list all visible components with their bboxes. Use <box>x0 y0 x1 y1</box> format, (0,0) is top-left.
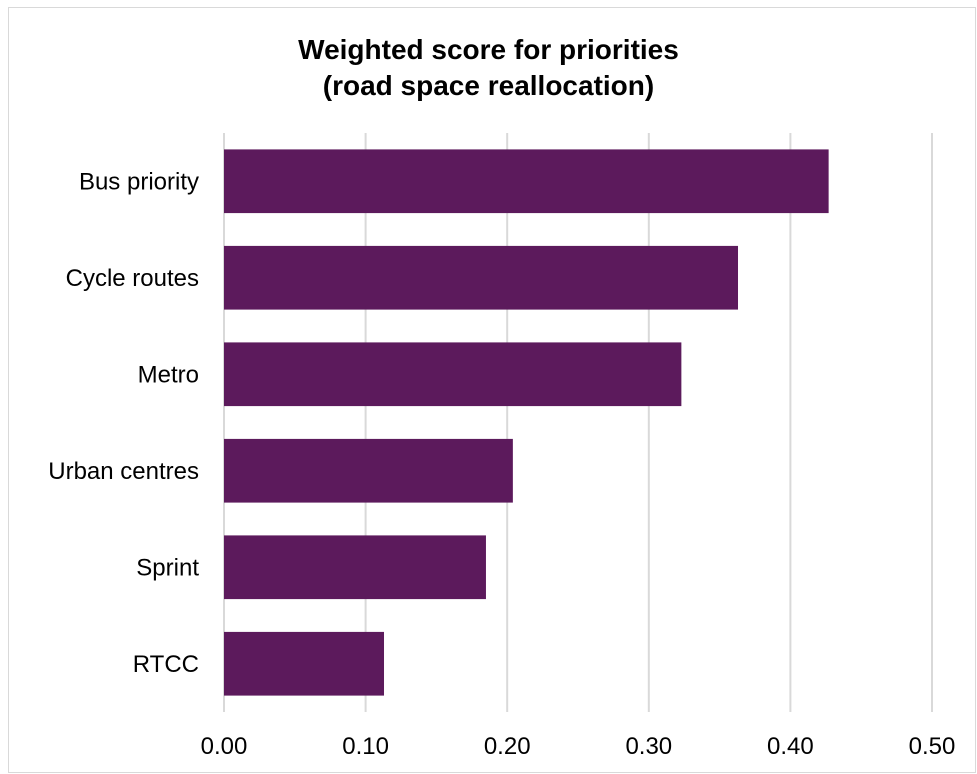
bar-urban-centres <box>224 438 513 503</box>
category-label: Bus priority <box>79 168 199 195</box>
x-tick-label: 0.50 <box>909 733 956 760</box>
x-tick-label: 0.10 <box>342 733 389 760</box>
category-label: Metro <box>138 361 199 388</box>
category-labels: Bus priority Cycle routes Metro Urban centr… <box>48 168 199 678</box>
chart-title-line-2: (road space reallocation) <box>322 70 655 101</box>
bar-sprint <box>224 535 486 600</box>
gridlines <box>223 133 933 712</box>
category-label: Urban centres <box>48 458 199 485</box>
x-tick-label: 0.30 <box>625 733 672 760</box>
bar-rtcc <box>224 631 385 696</box>
x-tick-label: 0.40 <box>767 733 814 760</box>
category-label: Cycle routes <box>66 265 199 292</box>
chart-title: Weighted score for priorities (road spac… <box>0 32 977 104</box>
category-label: RTCC <box>133 651 199 678</box>
x-tick-label: 0.00 <box>201 733 248 760</box>
bar-cycle-routes <box>224 245 739 310</box>
bar-bus-priority <box>224 149 829 214</box>
category-label: Sprint <box>136 554 199 581</box>
x-tick-labels: 0.00 0.10 0.20 0.30 0.40 0.50 <box>201 733 956 760</box>
x-tick-label: 0.20 <box>484 733 531 760</box>
chart-title-line-1: Weighted score for priorities <box>298 34 679 65</box>
bars <box>224 149 829 696</box>
bar-metro <box>224 342 682 407</box>
